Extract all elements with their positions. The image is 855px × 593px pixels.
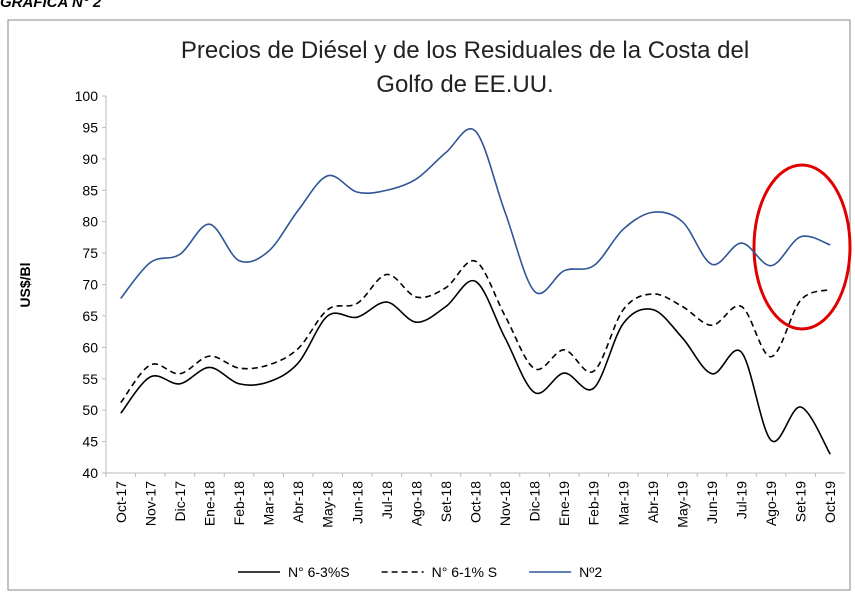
x-tick-label: Nov-18 xyxy=(497,481,513,526)
y-axis-label: US$/Bl xyxy=(17,262,33,307)
y-tick-label: 80 xyxy=(82,214,98,230)
series-line xyxy=(120,279,831,455)
y-tick-label: 65 xyxy=(82,308,98,324)
x-tick-label: Jun-19 xyxy=(704,481,720,524)
x-tick-label: Set-19 xyxy=(793,481,809,522)
chart-border xyxy=(7,19,851,591)
x-tick-label: Mar-19 xyxy=(615,481,631,526)
y-tick-label: 70 xyxy=(82,277,98,293)
y-tick-label: 85 xyxy=(82,182,98,198)
y-tick-label: 100 xyxy=(75,88,99,104)
y-tick-label: 60 xyxy=(82,339,98,355)
x-tick-label: Ene-19 xyxy=(556,481,572,526)
x-tick-label: Jun-18 xyxy=(349,481,365,524)
header: GRÁFICA N° 2 xyxy=(0,0,102,11)
y-tick-label: 95 xyxy=(82,119,98,135)
x-tick-label: Jul-18 xyxy=(379,481,395,519)
x-tick-label: Jul-19 xyxy=(734,481,750,519)
x-tick-label: Abr-18 xyxy=(290,481,306,523)
legend-label: N° 6-1% S xyxy=(432,564,498,580)
legend-label: Nº2 xyxy=(579,564,602,580)
x-tick-label: Dic-17 xyxy=(172,481,188,522)
x-tick-label: Feb-19 xyxy=(586,481,602,526)
y-tick-label: 90 xyxy=(82,151,98,167)
x-tick-label: Nov-17 xyxy=(142,481,158,526)
y-tick-label: 50 xyxy=(82,402,98,418)
x-tick-label: Ene-18 xyxy=(201,481,217,526)
chart-title: Precios de Diésel y de los Residuales de… xyxy=(180,37,750,98)
x-tick-label: Ago-19 xyxy=(763,481,779,526)
y-tick-label: 75 xyxy=(82,245,98,261)
highlight-ellipse xyxy=(752,163,852,331)
x-tick-label: Oct-18 xyxy=(468,481,484,523)
legend-label: N° 6-3%S xyxy=(288,564,350,580)
y-tick-label: 40 xyxy=(82,465,98,481)
x-tick-label: May-18 xyxy=(320,481,336,528)
x-tick-label: Abr-19 xyxy=(645,481,661,523)
x-tick-label: Mar-18 xyxy=(261,481,277,526)
y-tick-label: 55 xyxy=(82,371,98,387)
x-tick-label: Oct-17 xyxy=(113,481,129,523)
series-line xyxy=(120,128,831,299)
y-tick-label: 45 xyxy=(82,434,98,450)
x-tick-label: Feb-18 xyxy=(231,481,247,526)
x-tick-label: Ago-18 xyxy=(408,481,424,526)
x-tick-label: Set-18 xyxy=(438,481,454,522)
x-tick-label: Dic-18 xyxy=(527,481,543,522)
x-tick-label: Oct-19 xyxy=(822,481,838,523)
x-tick-label: May-19 xyxy=(674,481,690,528)
